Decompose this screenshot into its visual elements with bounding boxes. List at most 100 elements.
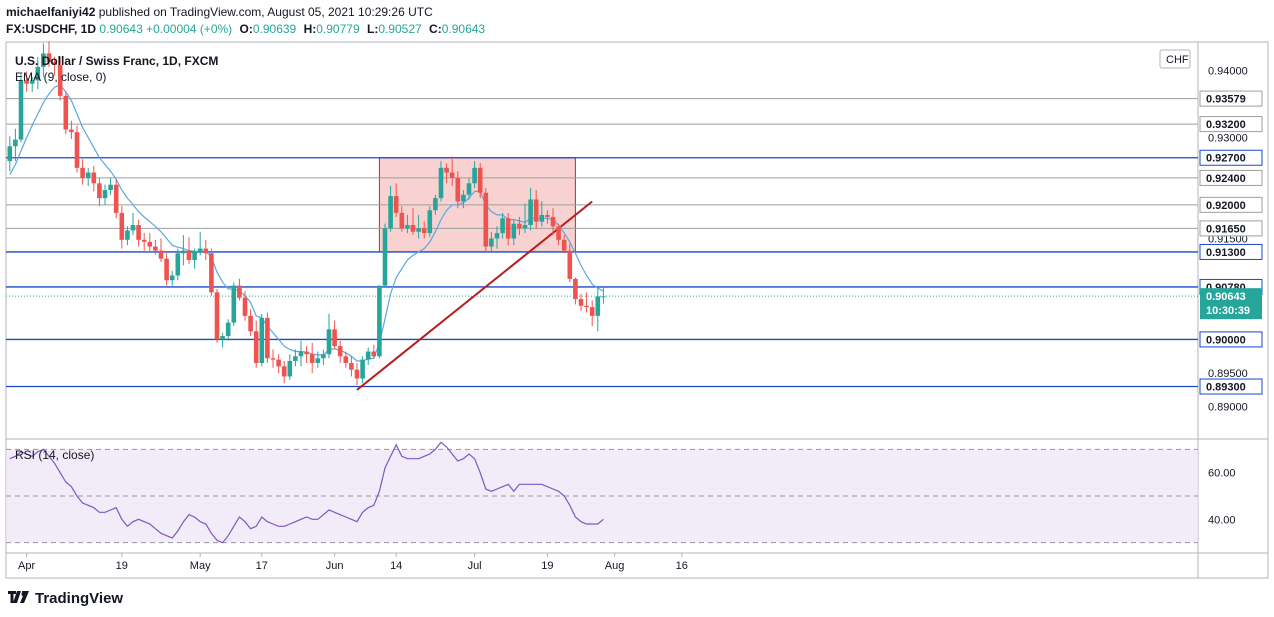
candle-body xyxy=(18,80,24,140)
candle-body xyxy=(102,190,108,199)
candle-body xyxy=(125,230,130,240)
candle xyxy=(494,226,500,249)
candle-body xyxy=(298,351,304,357)
price-tick-label: 0.89500 xyxy=(1208,368,1248,380)
candle xyxy=(164,253,169,286)
candle-body xyxy=(41,53,46,67)
candle-body xyxy=(119,212,125,240)
candle-body xyxy=(399,212,405,229)
candle-body xyxy=(153,246,158,251)
candle-body xyxy=(35,66,41,81)
candle xyxy=(567,243,573,283)
candle-body xyxy=(293,356,298,361)
axis-frame xyxy=(1197,41,1269,579)
candle xyxy=(528,188,533,231)
candle-body xyxy=(181,250,186,254)
candle xyxy=(231,282,237,326)
candle-body xyxy=(337,346,343,357)
author-name[interactable]: michaelfaniyi42 xyxy=(6,5,96,19)
ohlc-header: FX:USDCHF, 1D 0.90643 +0.00004 (+0%) O:0… xyxy=(6,22,485,36)
candle xyxy=(13,128,18,162)
candle xyxy=(18,73,24,143)
candle xyxy=(141,233,147,251)
rsi-tick-label: 60.00 xyxy=(1208,468,1236,480)
level-label: 0.92400 xyxy=(1206,173,1246,185)
candle-body xyxy=(405,225,410,229)
candle-body xyxy=(7,146,13,162)
candle xyxy=(578,293,584,312)
candle-body xyxy=(438,167,444,199)
time-label: 14 xyxy=(390,560,402,572)
candle-body xyxy=(349,362,354,370)
candle xyxy=(7,136,13,172)
candle-body xyxy=(52,62,57,65)
candle-body xyxy=(388,196,393,229)
candle xyxy=(209,248,214,296)
level-label: 0.89300 xyxy=(1206,382,1246,394)
candle xyxy=(477,163,483,199)
time-label: Jul xyxy=(468,560,482,572)
footer-brand[interactable]: TradingView xyxy=(8,588,124,607)
candle xyxy=(304,346,309,363)
candle xyxy=(533,190,539,229)
candle xyxy=(405,214,410,234)
candle xyxy=(354,362,360,386)
candle xyxy=(377,285,382,359)
level-label: 0.92000 xyxy=(1206,200,1246,212)
candle-body xyxy=(57,64,63,96)
level-label: 0.92700 xyxy=(1206,153,1246,165)
candle-body xyxy=(489,238,494,247)
candle-body xyxy=(74,132,80,168)
candle-body xyxy=(584,305,589,308)
open-value: 0.90639 xyxy=(252,22,297,36)
candle xyxy=(589,300,595,326)
time-label: 17 xyxy=(256,560,268,572)
candle xyxy=(421,221,427,239)
candle xyxy=(186,237,192,265)
candle-body xyxy=(141,239,147,242)
candle xyxy=(293,349,298,367)
candle xyxy=(97,177,102,207)
candle-body xyxy=(505,218,511,239)
candle xyxy=(153,239,158,255)
candle-body xyxy=(248,315,253,332)
candle xyxy=(371,344,377,359)
candle-body xyxy=(13,139,18,147)
candle xyxy=(41,43,46,77)
candle xyxy=(203,239,209,261)
time-label: Aug xyxy=(605,560,625,572)
candle xyxy=(136,219,141,247)
candle-body xyxy=(164,258,169,281)
price-tick-label: 0.93000 xyxy=(1208,133,1248,145)
candle-body xyxy=(556,226,561,240)
candle xyxy=(382,223,388,287)
candle xyxy=(444,163,449,184)
candle-body xyxy=(220,336,225,340)
candle-body xyxy=(130,225,136,231)
candle xyxy=(539,201,545,227)
candle-body xyxy=(186,250,192,261)
candle-body xyxy=(315,358,321,363)
candle-body xyxy=(567,250,573,279)
candle-body xyxy=(192,251,197,261)
price-tick-label: 0.89000 xyxy=(1208,402,1248,414)
footer-brand-label: TradingView xyxy=(35,590,124,607)
candle xyxy=(393,183,399,217)
candle-body xyxy=(321,354,326,359)
candle xyxy=(573,277,578,305)
candle xyxy=(175,248,181,281)
current-price-badge xyxy=(1200,288,1262,320)
candle-body xyxy=(578,299,584,306)
candle-body xyxy=(304,351,309,355)
candle-body xyxy=(309,354,315,363)
candle-body xyxy=(225,322,231,337)
candle-body xyxy=(242,297,248,316)
candle xyxy=(113,179,119,219)
publish-info: michaelfaniyi42 published on TradingView… xyxy=(6,5,433,19)
candle-body xyxy=(332,329,337,347)
low-value: 0.90527 xyxy=(378,22,422,36)
candle xyxy=(298,340,304,367)
level-label-box xyxy=(1199,149,1263,166)
candle xyxy=(147,233,153,252)
